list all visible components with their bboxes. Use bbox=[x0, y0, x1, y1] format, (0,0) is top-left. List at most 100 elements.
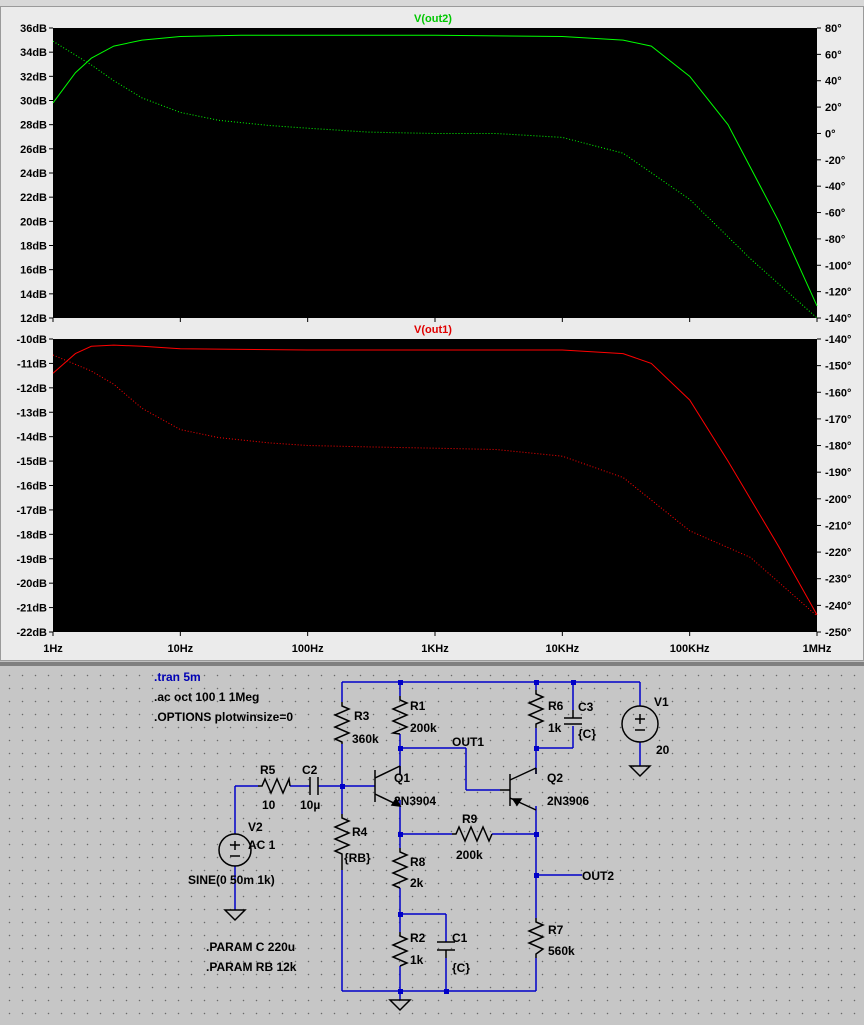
trace-vout1-magnitude bbox=[52, 344, 818, 616]
label-v2[interactable]: V2 bbox=[248, 820, 263, 834]
directive-param-rb[interactable]: .PARAM RB 12k bbox=[206, 960, 297, 974]
label-c3[interactable]: C3 bbox=[578, 700, 594, 714]
x-tick-label: 1KHz bbox=[421, 643, 449, 655]
left-tick-label: -13dB bbox=[16, 407, 47, 419]
x-tick-label: 100Hz bbox=[292, 643, 324, 655]
left-tick-label: 26dB bbox=[20, 144, 47, 156]
label-r4[interactable]: R4 bbox=[352, 825, 368, 839]
value-r5[interactable]: 10 bbox=[262, 798, 276, 812]
plot-area-out1[interactable] bbox=[53, 339, 817, 632]
right-tick-label: -40° bbox=[825, 181, 845, 193]
traces-out2 bbox=[52, 34, 818, 319]
value-r3[interactable]: 360k bbox=[352, 732, 379, 746]
x-tick-label: 100KHz bbox=[670, 643, 710, 655]
components bbox=[218, 690, 659, 1012]
left-tick-label: -11dB bbox=[17, 358, 47, 370]
trace-title-out1[interactable]: V(out1) bbox=[414, 324, 452, 336]
label-c1[interactable]: C1 bbox=[452, 931, 468, 945]
ground-symbol-v2 bbox=[223, 909, 247, 922]
left-tick-label: 36dB bbox=[20, 23, 47, 35]
directive-options[interactable]: .OPTIONS plotwinsize=0 bbox=[154, 710, 293, 724]
plot-area-out2[interactable] bbox=[53, 28, 817, 318]
value-r9[interactable]: 200k bbox=[456, 848, 483, 862]
left-tick-label: -16dB bbox=[16, 481, 47, 493]
label-r3[interactable]: R3 bbox=[354, 709, 370, 723]
directive-tran[interactable]: .tran 5m bbox=[154, 670, 201, 684]
voltage-source-v2 bbox=[218, 833, 252, 867]
directive-ac[interactable]: .ac oct 100 1 1Meg bbox=[154, 690, 259, 704]
left-tick-label: -22dB bbox=[16, 627, 47, 639]
ground-symbol-v1 bbox=[628, 765, 652, 778]
value-r6[interactable]: 1k bbox=[548, 721, 562, 735]
left-tick-label: 14dB bbox=[20, 289, 47, 301]
value-c1[interactable]: {C} bbox=[452, 961, 470, 975]
directive-param-c[interactable]: .PARAM C 220u bbox=[206, 940, 295, 954]
left-tick-label: -12dB bbox=[16, 383, 47, 395]
left-tick-label: -14dB bbox=[16, 432, 47, 444]
value-r7[interactable]: 560k bbox=[548, 944, 575, 958]
value-c2[interactable]: 10µ bbox=[300, 798, 320, 812]
resistor-r8 bbox=[391, 848, 409, 889]
trace-vout1-phase bbox=[52, 354, 818, 617]
label-r6[interactable]: R6 bbox=[548, 699, 564, 713]
schematic-svg[interactable]: R3 360k R1 200k OUT1 R6 1k C3 {C} V1 20 … bbox=[0, 666, 864, 1025]
net-label-out1[interactable]: OUT1 bbox=[452, 735, 484, 749]
label-r2[interactable]: R2 bbox=[410, 931, 426, 945]
label-r7[interactable]: R7 bbox=[548, 923, 564, 937]
frequency-axis: 1Hz 10Hz 100Hz 1KHz 10KHz 100KHz 1MHz bbox=[43, 318, 832, 655]
right-tick-label: -20° bbox=[825, 155, 845, 167]
right-tick-label: -210° bbox=[825, 520, 851, 532]
value-r1[interactable]: 200k bbox=[410, 721, 437, 735]
right-tick-label: -200° bbox=[825, 494, 851, 506]
left-tick-label: -17dB bbox=[16, 505, 47, 517]
left-tick-label: 24dB bbox=[20, 168, 47, 180]
left-tick-label: 28dB bbox=[20, 120, 47, 132]
left-tick-label: 32dB bbox=[20, 71, 47, 83]
value-v1[interactable]: 20 bbox=[656, 743, 670, 757]
value-q1[interactable]: 2N3904 bbox=[394, 794, 436, 808]
value-r2[interactable]: 1k bbox=[410, 953, 424, 967]
pane-divider[interactable] bbox=[0, 662, 864, 666]
v2-sine-spec[interactable]: SINE(0 50m 1k) bbox=[188, 873, 275, 887]
x-tick-label: 10KHz bbox=[546, 643, 580, 655]
label-r1[interactable]: R1 bbox=[410, 699, 426, 713]
bode-plot-svg[interactable]: V(out2) 36dB 34dB 32dB 30dB 28dB 26dB 24dB 22dB… bbox=[1, 7, 863, 660]
net-label-out2[interactable]: OUT2 bbox=[582, 869, 614, 883]
resistor-r3 bbox=[333, 702, 351, 744]
left-tick-label: 30dB bbox=[20, 96, 47, 108]
voltage-source-v1 bbox=[621, 705, 659, 743]
right-axis-out2: 80° 60° 40° 20° 0° -20° -40° -60° -80° -100° -120°… bbox=[817, 23, 851, 325]
resistor-r5 bbox=[258, 776, 291, 795]
label-v1[interactable]: V1 bbox=[654, 695, 669, 709]
label-r5[interactable]: R5 bbox=[260, 763, 276, 777]
waveform-viewer[interactable]: V(out2) 36dB 34dB 32dB 30dB 28dB 26dB 24dB 22dB… bbox=[0, 6, 864, 661]
left-tick-label: 18dB bbox=[20, 241, 47, 253]
value-c3[interactable]: {C} bbox=[578, 727, 596, 741]
right-tick-label: -170° bbox=[825, 414, 851, 426]
plot-pane-out1[interactable]: V(out1) -10dB-11dB-12dB-13dB-14dB-15dB-1… bbox=[16, 324, 851, 639]
left-axis-out2: 36dB 34dB 32dB 30dB 28dB 26dB 24dB 22dB 20dB 18dB… bbox=[20, 23, 53, 325]
label-q1[interactable]: Q1 bbox=[394, 771, 410, 785]
value-r4[interactable]: {RB} bbox=[344, 851, 371, 865]
label-q2[interactable]: Q2 bbox=[547, 771, 563, 785]
left-tick-label: 12dB bbox=[20, 313, 47, 325]
trace-title-out2[interactable]: V(out2) bbox=[414, 13, 452, 25]
right-tick-label: -160° bbox=[825, 387, 851, 399]
resistor-r1 bbox=[390, 696, 409, 735]
label-r9[interactable]: R9 bbox=[462, 812, 478, 826]
left-tick-label: -15dB bbox=[16, 456, 47, 468]
plot-pane-out2[interactable]: V(out2) 36dB 34dB 32dB 30dB 28dB 26dB 24dB 22dB… bbox=[20, 13, 851, 325]
right-tick-label: -140° bbox=[825, 334, 851, 346]
title-bar-strip bbox=[0, 0, 864, 6]
value-v2[interactable]: AC 1 bbox=[248, 838, 276, 852]
resistor-r6 bbox=[527, 690, 545, 728]
value-r8[interactable]: 2k bbox=[410, 876, 424, 890]
right-tick-label: -60° bbox=[825, 208, 845, 220]
resistor-r9 bbox=[452, 825, 493, 843]
left-tick-label: 20dB bbox=[20, 216, 47, 228]
schematic-editor[interactable]: R3 360k R1 200k OUT1 R6 1k C3 {C} V1 20 … bbox=[0, 666, 864, 1025]
right-tick-label: -230° bbox=[825, 574, 851, 586]
value-q2[interactable]: 2N3906 bbox=[547, 794, 589, 808]
label-r8[interactable]: R8 bbox=[410, 855, 426, 869]
label-c2[interactable]: C2 bbox=[302, 763, 318, 777]
